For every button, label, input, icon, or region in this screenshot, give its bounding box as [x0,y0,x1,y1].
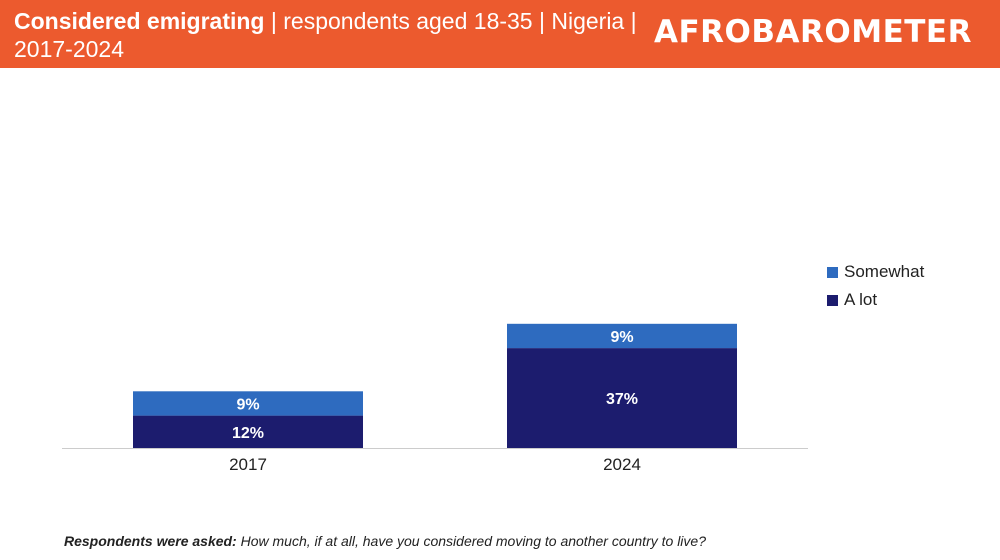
x-tick-label-2024: 2024 [603,455,641,474]
bar-a-lot-2024 [507,348,737,448]
data-label-somewhat-2024: 9% [610,329,633,346]
legend-label-a-lot: A lot [844,290,878,309]
data-label-a-lot-2024: 37% [606,391,638,408]
legend: Somewhat A lot [827,258,924,314]
legend-swatch-somewhat [827,266,838,278]
data-label-somewhat-2017: 9% [236,396,259,413]
footnote-text: How much, if at all, have you considered… [236,533,706,549]
bar-somewhat-2017 [133,391,363,416]
chart-title: Considered emigrating | respondents aged… [14,7,654,63]
title-bold: Considered emigrating [14,8,265,34]
x-tick-label-2017: 2017 [229,455,267,474]
stacked-bar-chart: 12% 9% 2017 37% 9% 2024 [62,323,808,474]
footnote-bold: Respondents were asked: [64,533,237,549]
legend-item-somewhat: Somewhat [827,258,924,286]
data-label-a-lot-2017: 12% [232,425,264,442]
legend-swatch-a-lot [827,294,838,306]
bar-a-lot-2017 [133,415,363,448]
header-bar: Considered emigrating | respondents aged… [0,0,1000,68]
title-rest: | respondents aged 18-35 | Nigeria | 201… [14,8,637,62]
afrobarometer-logo: AFROBAROMETER [654,14,972,50]
footnote: Respondents were asked: How much, if at … [64,533,706,549]
legend-item-a-lot: A lot [827,286,924,314]
legend-label-somewhat: Somewhat [844,262,925,281]
bar-somewhat-2024 [507,323,737,349]
